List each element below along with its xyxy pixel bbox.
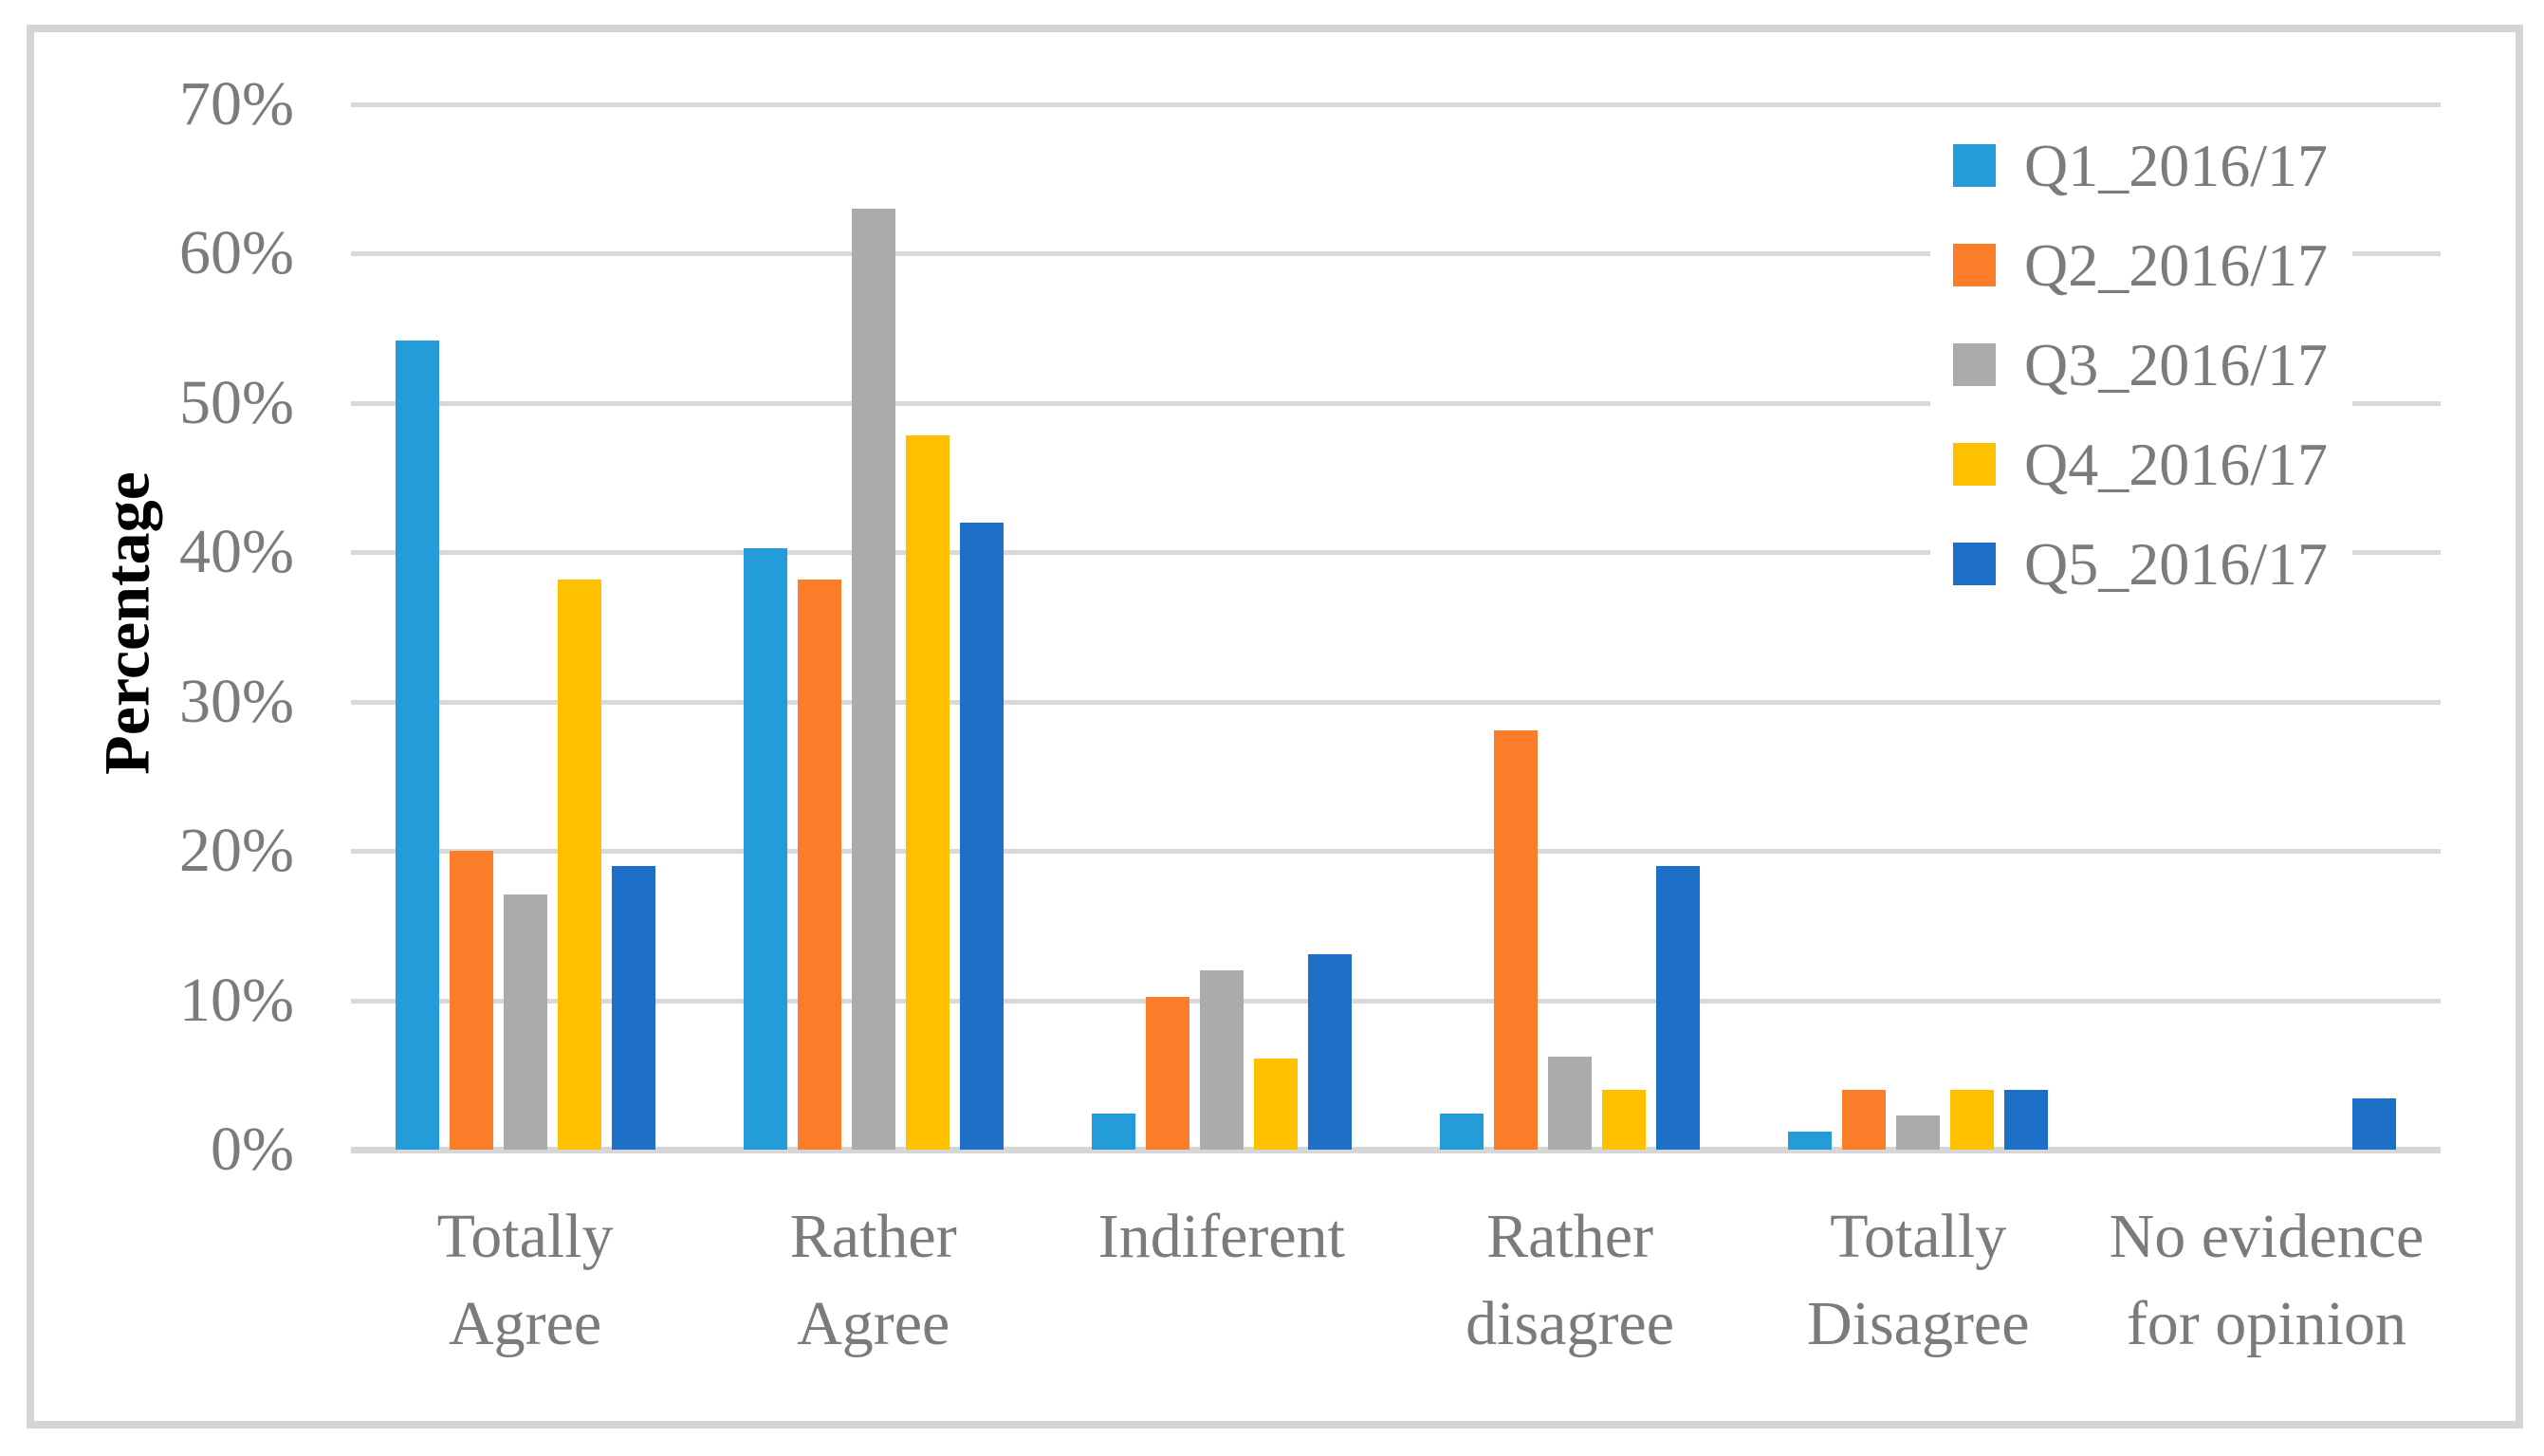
legend-swatch-icon — [1953, 244, 1996, 286]
x-axis-line — [351, 1147, 2441, 1153]
y-tick-label-60: 60% — [179, 218, 294, 288]
legend-label: Q2_2016/17 — [2024, 230, 2328, 299]
bar-series-2-category-2 — [797, 579, 841, 1150]
x-category-label-line: Rather — [789, 1202, 957, 1271]
y-tick-label-70: 70% — [179, 68, 294, 138]
legend: Q1_2016/17 Q2_2016/17 Q3_2016/17 Q4_2016/17… — [1930, 116, 2352, 618]
bar-series-1-category-3 — [1091, 1114, 1135, 1150]
y-tick-label-30: 30% — [179, 666, 294, 736]
legend-swatch-icon — [1953, 144, 1996, 187]
x-category-label-line: Indiferent — [1097, 1202, 1345, 1271]
x-category-label-line: Disagree — [1806, 1289, 2030, 1358]
bar-series-3-category-5 — [1896, 1115, 1941, 1150]
x-category-label-3: Indiferent — [1004, 1193, 1440, 1281]
bar-series-3-category-1 — [503, 894, 547, 1150]
legend-item-4: Q4_2016/17 — [1930, 415, 2352, 514]
x-category-label-line: No evidence — [2109, 1202, 2424, 1271]
legend-swatch-icon — [1953, 343, 1996, 386]
x-category-label-1: Totally Agree — [307, 1193, 744, 1368]
bar-series-2-category-5 — [1842, 1090, 1887, 1150]
bar-series-3-category-4 — [1548, 1057, 1593, 1150]
legend-label: Q4_2016/17 — [2024, 430, 2328, 498]
legend-label: Q5_2016/17 — [2024, 529, 2328, 598]
bar-series-4-category-2 — [905, 435, 949, 1150]
x-category-label-line: for opinion — [2126, 1289, 2406, 1358]
bar-series-3-category-3 — [1199, 970, 1244, 1150]
gridline-20 — [351, 849, 2441, 855]
bar-series-2-category-4 — [1494, 729, 1539, 1150]
legend-label: Q3_2016/17 — [2024, 330, 2328, 398]
x-category-label-line: Rather — [1486, 1202, 1654, 1271]
bar-series-5-category-3 — [1307, 953, 1352, 1150]
gridline-30 — [351, 699, 2441, 705]
gridline-60 — [351, 251, 2441, 257]
bar-series-4-category-5 — [1950, 1090, 1995, 1150]
x-category-label-line: Totally — [436, 1202, 614, 1271]
bar-series-1-category-4 — [1440, 1114, 1484, 1150]
legend-item-1: Q1_2016/17 — [1930, 116, 2352, 215]
bar-series-5-category-5 — [2004, 1090, 2049, 1150]
x-category-label-2: Rather Agree — [655, 1193, 1092, 1368]
bar-series-5-category-4 — [1656, 865, 1701, 1150]
bar-series-1-category-2 — [743, 547, 787, 1150]
legend-item-3: Q3_2016/17 — [1930, 315, 2352, 415]
y-tick-label-0: 0% — [211, 1115, 294, 1184]
gridline-40 — [351, 550, 2441, 556]
bar-series-4-category-4 — [1602, 1090, 1647, 1150]
bar-series-1-category-1 — [395, 340, 439, 1150]
bar-series-3-category-2 — [851, 209, 895, 1150]
y-tick-label-20: 20% — [179, 816, 294, 886]
bar-series-2-category-1 — [449, 851, 493, 1150]
gridline-10 — [351, 998, 2441, 1004]
gridline-50 — [351, 400, 2441, 406]
bar-series-4-category-3 — [1253, 1058, 1298, 1150]
x-category-label-4: Rather disagree — [1352, 1193, 1788, 1368]
x-category-label-6: No evidence for opinion — [2048, 1193, 2484, 1368]
legend-label: Q1_2016/17 — [2024, 131, 2328, 199]
bar-series-2-category-3 — [1145, 997, 1189, 1150]
legend-swatch-icon — [1953, 443, 1996, 486]
y-tick-label-50: 50% — [179, 367, 294, 437]
x-category-label-line: Agree — [448, 1289, 602, 1358]
legend-item-2: Q2_2016/17 — [1930, 215, 2352, 315]
gridline-70 — [351, 101, 2441, 107]
x-category-label-line: Agree — [797, 1289, 950, 1358]
bar-series-5-category-1 — [611, 865, 655, 1150]
x-category-label-line: disagree — [1466, 1289, 1675, 1358]
legend-swatch-icon — [1953, 543, 1996, 585]
bar-series-5-category-6 — [2352, 1098, 2397, 1150]
y-tick-label-40: 40% — [179, 517, 294, 587]
bar-series-4-category-1 — [557, 579, 601, 1150]
x-category-label-line: Totally — [1830, 1202, 2007, 1271]
bar-series-5-category-2 — [959, 522, 1004, 1150]
bar-series-1-category-5 — [1788, 1132, 1833, 1150]
y-tick-label-10: 10% — [179, 965, 294, 1035]
legend-item-5: Q5_2016/17 — [1930, 514, 2352, 614]
x-category-label-5: Totally Disagree — [1700, 1193, 2136, 1368]
